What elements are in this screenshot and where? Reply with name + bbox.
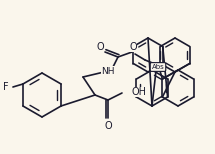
- Text: O: O: [129, 42, 137, 52]
- Text: F: F: [3, 82, 9, 92]
- Text: Abs: Abs: [152, 64, 164, 70]
- Text: O: O: [104, 121, 112, 131]
- Text: O: O: [96, 42, 104, 52]
- Text: OH: OH: [131, 87, 146, 97]
- Text: NH: NH: [101, 67, 115, 75]
